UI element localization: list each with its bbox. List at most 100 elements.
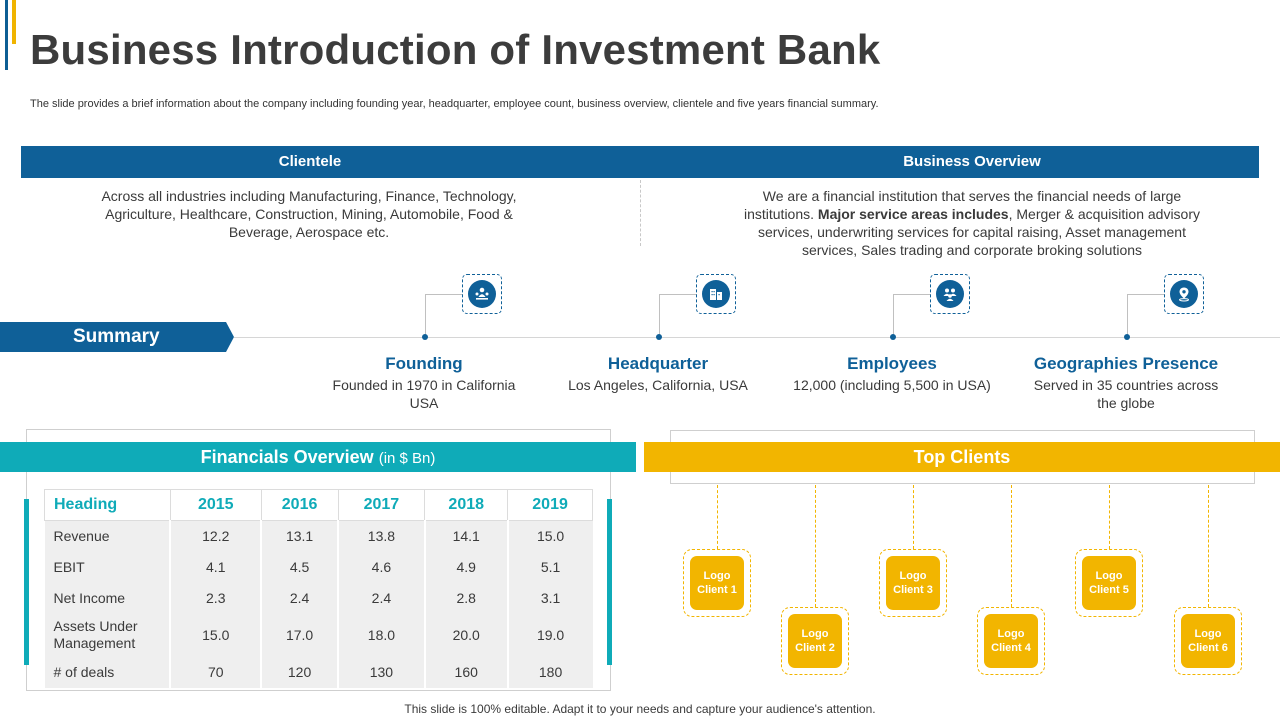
table-cell: 17.0 <box>261 613 339 657</box>
table-cell: 4.5 <box>261 551 339 583</box>
summary-item-title: Geographies Presence <box>1033 354 1219 373</box>
row-label: # of deals <box>44 656 172 688</box>
clientele-text: Across all industries including Manufact… <box>101 188 517 240</box>
table-cell: 4.1 <box>170 551 263 583</box>
logo-connector <box>717 485 718 549</box>
row-label: EBIT <box>44 551 172 583</box>
business-overview-heading: Business Overview <box>903 153 1041 170</box>
connector-employees <box>893 294 894 337</box>
table-header-row: Heading 2015 2016 2017 2018 2019 <box>44 489 593 521</box>
summary-timeline <box>234 337 1280 338</box>
client-logo-label: Logo Client 1 <box>690 556 744 610</box>
timeline-dot-employees <box>890 334 896 340</box>
connector-geographies-h <box>1127 294 1165 295</box>
section-divider <box>640 180 641 246</box>
summary-item-text: Served in 35 countries across the globe <box>1033 377 1219 411</box>
column-header: 2016 <box>260 489 339 521</box>
client-logo-label: Logo Client 6 <box>1181 614 1235 668</box>
client-logo-1: Logo Client 1 <box>683 549 751 617</box>
table-cell: 120 <box>261 656 339 688</box>
client-logo-6: Logo Client 6 <box>1174 607 1242 675</box>
table-row: EBIT 4.1 4.5 4.6 4.9 5.1 <box>44 551 593 583</box>
column-header: 2017 <box>337 489 426 521</box>
summary-tag: Summary <box>0 322 234 352</box>
connector-founding-h <box>425 294 463 295</box>
table-cell: 18.0 <box>338 613 426 657</box>
financials-table: Heading 2015 2016 2017 2018 2019 Revenue… <box>44 489 593 688</box>
table-cell: 14.1 <box>424 520 509 552</box>
page-title: Business Introduction of Investment Bank <box>30 26 881 73</box>
summary-item-text: 12,000 (including 5,500 in USA) <box>793 377 991 393</box>
location-pin-icon <box>1164 274 1204 314</box>
client-logo-label: Logo Client 5 <box>1082 556 1136 610</box>
table-cell: 160 <box>424 656 509 688</box>
timeline-dot-headquarter <box>656 334 662 340</box>
table-cell: 15.0 <box>170 613 263 657</box>
top-clients-heading: Top Clients <box>644 442 1280 472</box>
summary-item-text: Founded in 1970 in California USA <box>332 377 516 411</box>
footer-note: This slide is 100% editable. Adapt it to… <box>404 702 876 716</box>
team-icon <box>930 274 970 314</box>
table-cell: 4.9 <box>424 551 509 583</box>
table-cell: 4.6 <box>338 551 426 583</box>
clientele-overview-band: Clientele Business Overview <box>21 146 1259 178</box>
table-cell: 2.4 <box>261 582 339 614</box>
table-cell: 2.3 <box>170 582 263 614</box>
logo-connector <box>913 485 914 549</box>
table-cell: 2.4 <box>338 582 426 614</box>
table-row: Net Income 2.3 2.4 2.4 2.8 3.1 <box>44 582 593 614</box>
timeline-dot-geographies <box>1124 334 1130 340</box>
financials-side-accent-right <box>607 499 612 665</box>
logo-connector <box>815 485 816 607</box>
summary-item-text: Los Angeles, California, USA <box>568 377 748 393</box>
client-logo-label: Logo Client 3 <box>886 556 940 610</box>
column-header: 2019 <box>507 489 593 521</box>
table-cell: 13.1 <box>261 520 339 552</box>
timeline-dot-founding <box>422 334 428 340</box>
column-header: 2018 <box>424 489 509 521</box>
office-building-icon <box>696 274 736 314</box>
connector-founding <box>425 294 426 337</box>
logo-connector <box>1208 485 1209 607</box>
client-logo-label: Logo Client 4 <box>984 614 1038 668</box>
column-header: Heading <box>44 489 171 521</box>
clientele-heading: Clientele <box>278 153 342 170</box>
client-logo-3: Logo Client 3 <box>879 549 947 617</box>
table-cell: 5.1 <box>507 551 593 583</box>
table-cell: 13.8 <box>338 520 426 552</box>
summary-item-title: Employees <box>847 354 937 373</box>
row-label: Revenue <box>44 520 172 552</box>
logo-connector <box>1109 485 1110 549</box>
logo-connector <box>1011 485 1012 607</box>
financials-side-accent-left <box>24 499 29 665</box>
table-cell: 20.0 <box>424 613 509 657</box>
table-row: Assets Under Management 15.0 17.0 18.0 2… <box>44 613 593 657</box>
table-row: Revenue 12.2 13.1 13.8 14.1 15.0 <box>44 520 593 552</box>
table-cell: 2.8 <box>424 582 509 614</box>
table-cell: 130 <box>338 656 426 688</box>
summary-item-title: Headquarter <box>607 354 709 373</box>
business-overview-text: We are a financial institution that serv… <box>743 188 1201 258</box>
table-row: # of deals 70 120 130 160 180 <box>44 656 593 688</box>
table-cell: 3.1 <box>507 582 593 614</box>
table-cell: 19.0 <box>507 613 593 657</box>
table-cell: 12.2 <box>170 520 263 552</box>
client-logo-2: Logo Client 2 <box>781 607 849 675</box>
table-cell: 15.0 <box>507 520 593 552</box>
client-logo-4: Logo Client 4 <box>977 607 1045 675</box>
title-accent-blue <box>5 0 8 70</box>
page-subtitle: The slide provides a brief information a… <box>30 98 879 110</box>
row-label: Assets Under Management <box>44 613 172 657</box>
title-accent-yellow <box>12 0 16 44</box>
client-logo-label: Logo Client 2 <box>788 614 842 668</box>
connector-headquarter <box>659 294 660 337</box>
connector-employees-h <box>893 294 931 295</box>
column-header: 2015 <box>169 489 262 521</box>
people-group-icon <box>462 274 502 314</box>
financials-heading: Financials Overview (in $ Bn) <box>0 442 636 472</box>
summary-item-title: Founding <box>385 354 463 373</box>
row-label: Net Income <box>44 582 172 614</box>
connector-geographies <box>1127 294 1128 337</box>
connector-headquarter-h <box>659 294 697 295</box>
client-logo-5: Logo Client 5 <box>1075 549 1143 617</box>
